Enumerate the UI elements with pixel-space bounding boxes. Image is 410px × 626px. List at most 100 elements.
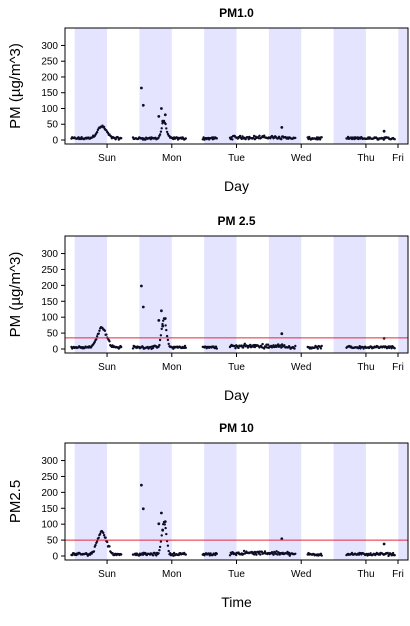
y-tick-label: 200 [41,281,58,292]
data-point [160,309,163,313]
x-tick-label: Mon [162,362,181,373]
data-point [283,344,286,347]
data-point [320,554,323,557]
data-point [231,138,234,141]
y-tick-label: 200 [41,72,58,83]
x-tick-label: Tue [228,362,245,373]
data-point [319,347,323,350]
data-point [141,103,145,107]
night-band [139,28,172,144]
data-point [184,137,187,140]
y-tick-label: 0 [52,136,58,147]
night-band [268,236,302,353]
data-point [164,324,167,327]
data-point [106,540,109,544]
data-point [393,554,396,557]
data-point [158,549,161,552]
night-band [204,236,237,353]
data-point [161,119,165,123]
data-point [95,130,99,134]
data-point [161,322,164,326]
data-point [93,340,97,344]
night-band [204,28,237,144]
y-tick-label: 100 [41,520,58,531]
data-point [108,340,111,343]
y-tick-label: 50 [47,329,59,340]
data-point [184,346,187,349]
night-band [268,28,302,144]
data-point [102,531,105,535]
data-point [164,122,167,126]
data-point [172,551,176,555]
night-band [398,443,408,560]
x-tick-label: Fri [392,153,404,164]
x-tick-label: Mon [162,153,181,164]
data-point [106,131,110,135]
y-tick-label: 150 [41,297,58,308]
night-band [398,28,408,144]
night-band [333,236,366,353]
chart-panel-2: 0 50 100 150 200 250 300 Sun Mon Tue Wed Thu Fri PM 2… [7,214,409,403]
data-point [166,338,170,342]
y-axis-label: PM (µg/m^3) [7,43,24,129]
chart-title: PM 2.5 [217,214,255,228]
data-point [391,551,395,555]
x-axis-label: Day [224,387,249,403]
data-point [393,138,396,141]
data-point [242,346,245,349]
data-point [105,333,108,336]
night-band [268,443,302,560]
x-tick-label: Wed [291,153,311,164]
data-point [103,329,107,332]
data-point [160,127,163,130]
data-point [97,536,100,539]
data-point [263,550,267,553]
data-point [163,113,167,117]
data-point [92,550,96,553]
data-point [99,532,102,535]
data-point [378,553,382,556]
x-tick-label: Sun [98,569,116,580]
data-point [141,305,145,309]
y-axis-label: PM2.5 [7,480,24,523]
y-tick-label: 300 [41,249,58,260]
data-point [214,345,218,348]
x-tick-label: Mon [162,569,181,580]
x-tick-label: Thu [357,362,374,373]
night-band [333,28,366,144]
data-point [111,552,114,555]
data-point [167,342,170,346]
y-tick-label: 50 [47,120,59,131]
data-point [108,545,111,548]
x-tick-label: Sun [98,362,116,373]
data-point [382,129,386,133]
night-band [74,28,108,144]
data-point [165,328,168,332]
data-point [263,347,266,350]
data-point [386,551,389,555]
data-point [159,334,163,337]
y-tick-label: 50 [47,536,59,547]
data-point [160,511,163,515]
data-point [157,115,161,118]
data-point [151,554,155,557]
y-tick-label: 100 [41,313,58,324]
data-point [183,344,187,348]
data-point [157,136,160,139]
data-point [114,138,117,141]
data-point [272,553,275,556]
data-point [382,138,385,141]
data-point [97,332,100,335]
data-point [165,130,169,134]
data-point [272,344,275,347]
data-point [95,338,98,341]
y-tick-label: 250 [41,57,58,68]
night-band [139,443,172,560]
data-point [164,526,167,530]
data-point [255,553,258,556]
y-tick-label: 250 [41,265,58,276]
data-point [316,347,319,350]
data-point [141,507,145,511]
data-point [318,138,322,141]
data-point [120,345,123,349]
